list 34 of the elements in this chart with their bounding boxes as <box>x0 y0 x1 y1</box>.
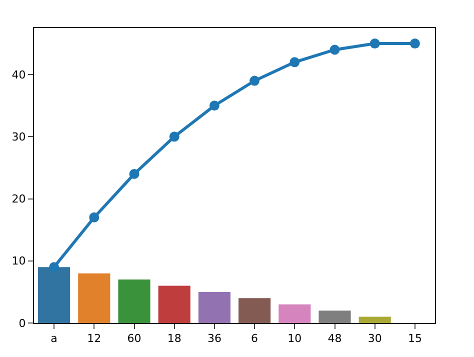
x-tick-label: 10 <box>288 332 302 346</box>
x-tick-label: 60 <box>127 332 142 346</box>
y-tick-label: 20 <box>12 192 26 206</box>
x-tick-label: 36 <box>207 332 222 346</box>
y-tick-label: 30 <box>12 130 26 144</box>
point <box>209 100 220 111</box>
x-tick-label: 6 <box>251 332 258 346</box>
bar <box>158 286 190 323</box>
y-tick-label: 40 <box>12 68 26 82</box>
point <box>129 168 140 179</box>
point <box>330 44 340 55</box>
x-tick-label: 30 <box>368 332 382 346</box>
point <box>49 262 60 272</box>
bar <box>318 310 351 323</box>
bar <box>118 280 150 323</box>
point <box>410 38 420 49</box>
point <box>290 57 300 68</box>
bar <box>358 316 391 323</box>
bar <box>78 273 110 323</box>
y-tick-label: 0 <box>18 316 26 330</box>
bar <box>198 292 230 323</box>
point <box>169 132 180 142</box>
point <box>89 212 100 222</box>
point <box>250 76 260 86</box>
x-tick-label: 15 <box>408 332 422 346</box>
bar <box>278 304 311 323</box>
x-tick-label: 18 <box>167 332 182 346</box>
bar <box>38 267 70 323</box>
point <box>370 38 380 49</box>
y-tick-label: 10 <box>12 254 26 268</box>
x-tick-label: 12 <box>87 332 102 346</box>
x-tick-label: a <box>50 332 58 346</box>
bar <box>238 298 271 323</box>
x-tick-label: 48 <box>328 332 342 346</box>
